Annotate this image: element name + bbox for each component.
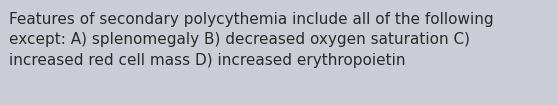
Text: Features of secondary polycythemia include all of the following
except: A) splen: Features of secondary polycythemia inclu…: [9, 12, 494, 68]
